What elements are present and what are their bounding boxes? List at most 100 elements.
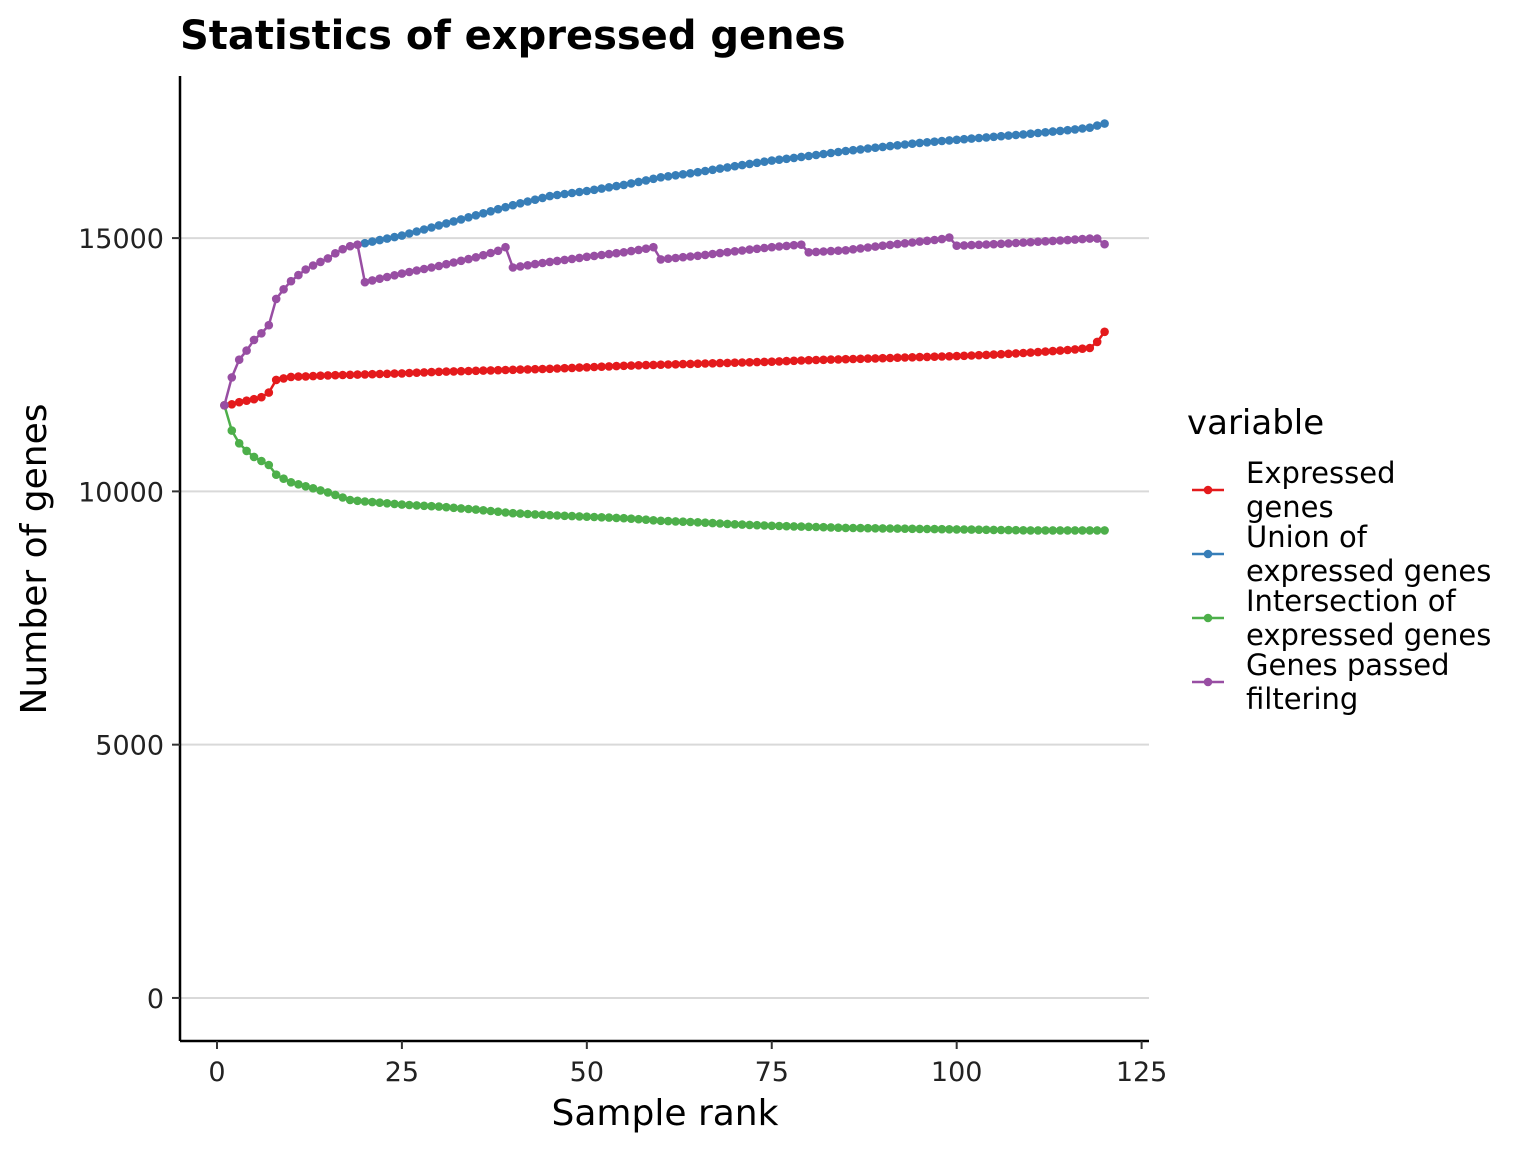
- data-point: [316, 371, 325, 381]
- data-point: [760, 521, 769, 530]
- data-point: [619, 513, 629, 523]
- data-point: [908, 139, 917, 148]
- data-point: [612, 513, 621, 523]
- data-point: [286, 478, 296, 487]
- data-point: [323, 488, 333, 497]
- data-point: [885, 353, 895, 363]
- data-point: [922, 138, 932, 147]
- data-point: [271, 375, 281, 385]
- data-point: [1033, 526, 1043, 535]
- data-point: [915, 524, 924, 534]
- data-point: [826, 523, 836, 532]
- data-point: [331, 249, 340, 258]
- data-point: [331, 370, 340, 380]
- data-point: [811, 522, 821, 532]
- data-point: [1070, 235, 1080, 244]
- data-point: [900, 239, 910, 248]
- data-point: [1063, 125, 1072, 135]
- data-point: [811, 150, 821, 160]
- data-point: [856, 145, 865, 154]
- data-point: [538, 510, 547, 520]
- data-point: [353, 496, 362, 506]
- data-point: [545, 510, 555, 520]
- chart-title: Statistics of expressed genes: [180, 13, 846, 59]
- data-point: [508, 508, 518, 518]
- data-point: [723, 247, 732, 257]
- data-point: [471, 366, 481, 376]
- data-point: [501, 365, 510, 375]
- data-point: [234, 439, 244, 448]
- legend-key-point: [1203, 485, 1213, 495]
- data-point: [804, 355, 813, 365]
- data-point: [649, 516, 658, 525]
- data-point: [479, 209, 488, 218]
- data-point: [567, 363, 577, 373]
- data-point: [885, 240, 895, 250]
- data-point: [952, 525, 961, 534]
- data-point: [294, 372, 303, 381]
- data-point: [456, 215, 466, 224]
- data-point: [878, 241, 887, 250]
- series-line: [364, 122, 1105, 245]
- data-point: [1092, 337, 1102, 347]
- data-point: [1100, 119, 1109, 128]
- legend-item: Expressed genes: [1192, 456, 1396, 524]
- data-point: [1063, 345, 1072, 355]
- data-point: [952, 241, 961, 250]
- data-point: [922, 524, 932, 534]
- data-point: [767, 156, 777, 165]
- data-point: [937, 136, 947, 146]
- data-point: [641, 176, 651, 185]
- legend-label: Union of expressed genes: [1246, 520, 1491, 588]
- data-point: [612, 181, 621, 191]
- data-point: [1085, 123, 1095, 132]
- data-point: [552, 511, 562, 520]
- data-point: [545, 364, 555, 374]
- data-point: [353, 240, 362, 249]
- data-point: [915, 352, 924, 362]
- data-point: [382, 272, 392, 282]
- legend-label: Genes passed filtering: [1246, 648, 1450, 716]
- data-point: [538, 364, 547, 374]
- data-point: [508, 200, 518, 210]
- data-point: [797, 356, 806, 365]
- data-point: [486, 506, 496, 516]
- data-point: [863, 144, 873, 153]
- data-point: [493, 365, 503, 375]
- y-axis-title: Number of genes: [14, 404, 55, 715]
- data-point: [1033, 347, 1043, 357]
- gridlines: [180, 237, 1149, 999]
- data-point: [516, 262, 525, 271]
- data-point: [893, 353, 902, 363]
- data-point: [952, 351, 961, 361]
- data-point: [819, 522, 828, 532]
- data-point: [663, 516, 673, 526]
- data-point: [856, 244, 865, 253]
- data-point: [730, 358, 740, 368]
- data-point: [804, 248, 813, 257]
- data-point: [700, 359, 710, 368]
- legend-item: Intersection of expressed genes: [1192, 584, 1491, 652]
- data-point: [930, 235, 939, 245]
- data-point: [493, 246, 503, 256]
- data-point: [819, 247, 828, 256]
- data-point: [634, 514, 643, 524]
- legend-title: variable: [1187, 403, 1324, 443]
- data-point: [1092, 234, 1102, 243]
- data-point: [286, 372, 296, 382]
- data-point: [782, 241, 791, 251]
- data-point: [959, 351, 969, 361]
- series-line: [223, 236, 1106, 406]
- data-point: [338, 370, 348, 380]
- data-point: [678, 170, 688, 179]
- data-point: [501, 242, 510, 252]
- data-point: [671, 360, 680, 369]
- data-point: [382, 369, 392, 379]
- data-point: [552, 256, 562, 266]
- data-point: [449, 503, 459, 513]
- data-point: [397, 369, 407, 378]
- data-point: [331, 490, 340, 500]
- data-point: [316, 486, 325, 495]
- data-point: [308, 261, 318, 270]
- data-point: [604, 362, 614, 371]
